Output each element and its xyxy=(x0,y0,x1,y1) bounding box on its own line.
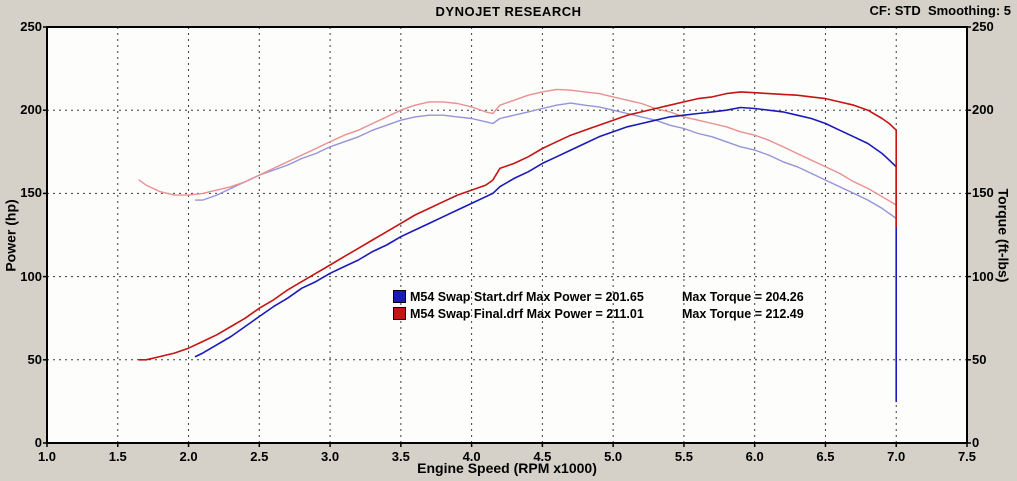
y-left-tick-label: 100 xyxy=(20,268,42,284)
y-left-tick-label: 50 xyxy=(27,351,42,367)
y-left-tick-label: 150 xyxy=(20,185,42,201)
y-right-tick-label: 100 xyxy=(972,268,994,284)
x-tick-label: 5.5 xyxy=(674,449,693,464)
y-right-tick-label: 250 xyxy=(972,19,994,34)
power-final-curve xyxy=(138,91,898,361)
plot-frame xyxy=(46,26,968,444)
x-tick-label: 5.0 xyxy=(604,449,623,464)
legend-swatch-red xyxy=(393,307,406,320)
y-right-tick-label: 0 xyxy=(972,435,980,450)
x-tick-label: 3.5 xyxy=(391,449,410,464)
chart-legend: M54 Swap Start.drf Max Power = 201.65 Ma… xyxy=(393,288,804,322)
legend-item-final: M54 Swap Final.drf Max Power = 211.01 Ma… xyxy=(393,305,804,322)
x-tick-label: 2.5 xyxy=(250,449,269,464)
y-left-tick-label: 250 xyxy=(20,19,42,34)
x-tick-label: 6.0 xyxy=(745,449,764,464)
x-tick-label: 4.5 xyxy=(533,449,552,464)
x-axis-label: Engine Speed (RPM x1000) xyxy=(417,460,597,476)
x-tick-label: 7.0 xyxy=(887,449,906,464)
power-start-curve xyxy=(194,106,898,403)
y-left-tick-label: 0 xyxy=(34,435,42,450)
y-right-tick-label: 200 xyxy=(972,102,994,118)
legend-label-start: M54 Swap Start.drf Max Power = 201.65 xyxy=(410,289,644,304)
legend-item-start: M54 Swap Start.drf Max Power = 201.65 Ma… xyxy=(393,288,804,305)
x-tick-label: 1.0 xyxy=(37,449,57,464)
x-tick-label: 6.5 xyxy=(816,449,835,464)
legend-torque-final: Max Torque = 212.49 xyxy=(682,306,804,321)
y-left-tick-label: 200 xyxy=(20,102,42,118)
x-tick-label: 4.0 xyxy=(462,449,481,464)
legend-torque-start: Max Torque = 204.26 xyxy=(682,289,804,304)
y-right-tick-label: 50 xyxy=(972,351,987,367)
y-axis-label-power: Power (hp) xyxy=(2,199,19,272)
legend-label-final: M54 Swap Final.drf Max Power = 211.01 xyxy=(410,306,644,321)
x-tick-label: 1.5 xyxy=(108,449,127,464)
chart-settings-readout: CF: STD Smoothing: 5 xyxy=(869,3,1011,18)
plot-area xyxy=(47,27,967,443)
x-tick-label: 7.5 xyxy=(957,449,977,464)
torque-final-curve xyxy=(138,88,897,226)
torque-start-curve xyxy=(194,102,897,238)
legend-swatch-blue xyxy=(393,290,406,303)
x-tick-label: 3.0 xyxy=(321,449,340,464)
y-axis-label-torque: Torque (ft-lbs) xyxy=(995,188,1012,283)
chart-title: DYNOJET RESEARCH xyxy=(435,4,582,19)
x-tick-label: 2.0 xyxy=(179,449,198,464)
y-right-tick-label: 150 xyxy=(972,185,994,201)
